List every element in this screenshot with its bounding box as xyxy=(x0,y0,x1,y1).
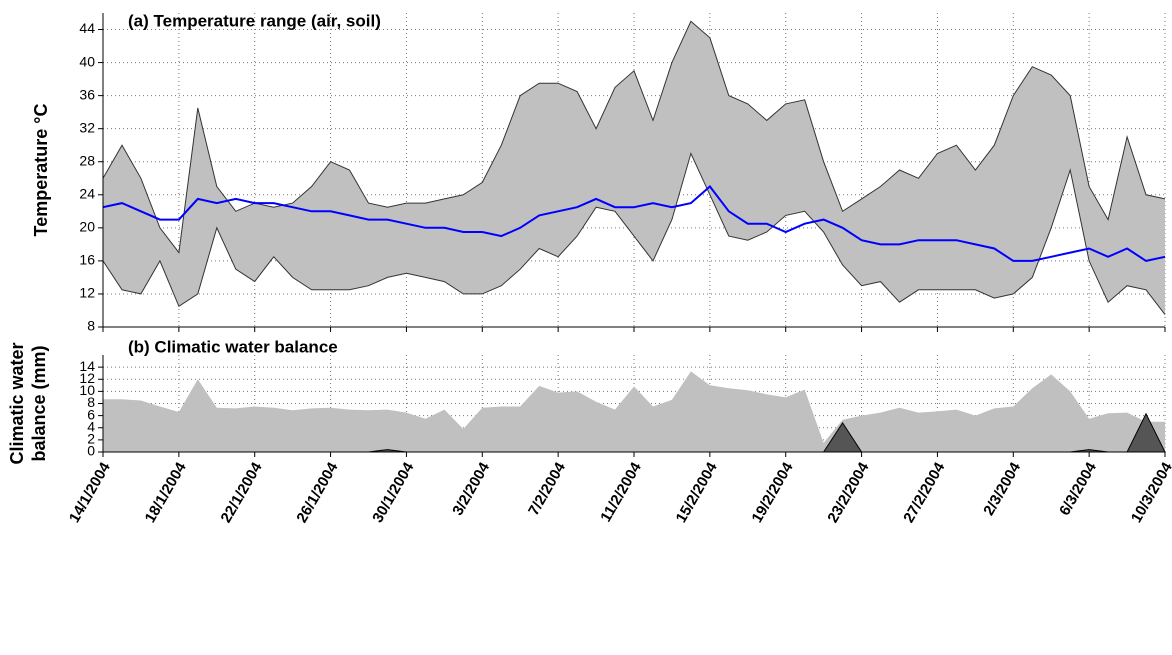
y-tick-label: 36 xyxy=(79,86,95,102)
y-tick-label: 12 xyxy=(79,370,95,386)
y-tick-label: 28 xyxy=(79,152,95,168)
y-tick-label: 2 xyxy=(87,431,95,447)
area xyxy=(103,371,1165,452)
band-upper-edge xyxy=(102,20,1166,254)
x-tick-label: 2/3/2004 xyxy=(980,459,1024,519)
y-tick-label: 32 xyxy=(79,119,95,135)
y-tick-label: 12 xyxy=(79,285,95,301)
x-tick-label: 15/2/2004 xyxy=(673,459,721,526)
y-tick-label: 8 xyxy=(87,394,95,410)
x-tick-label: 26/1/2004 xyxy=(293,459,341,526)
x-tick-label: 18/1/2004 xyxy=(142,459,190,526)
x-tick-label: 7/2/2004 xyxy=(525,459,569,519)
y-axis-label: Temperature °C xyxy=(31,104,51,237)
panel-title: (b) Climatic water balance xyxy=(128,337,338,356)
y-axis-label: balance (mm) xyxy=(29,345,49,461)
y-tick-label: 40 xyxy=(79,53,95,69)
temperature-band xyxy=(103,21,1165,315)
y-tick-label: 10 xyxy=(79,382,95,398)
x-tick-label: 14/1/2004 xyxy=(66,459,114,526)
y-axis-label: Climatic water xyxy=(7,342,27,464)
y-tick-label: 0 xyxy=(87,443,95,459)
x-tick-label: 11/2/2004 xyxy=(597,459,645,525)
band-lower-edge xyxy=(102,152,1166,315)
y-tick-label: 4 xyxy=(87,418,95,434)
y-tick-label: 20 xyxy=(79,219,95,235)
soil-line xyxy=(102,185,1166,262)
y-tick-label: 14 xyxy=(79,358,95,374)
y-tick-label: 8 xyxy=(87,318,95,334)
x-tick-label: 27/2/2004 xyxy=(900,459,948,526)
x-tick-label: 30/1/2004 xyxy=(369,459,417,526)
x-tick-label: 19/2/2004 xyxy=(749,459,797,526)
y-tick-label: 44 xyxy=(79,20,95,36)
y-tick-label: 16 xyxy=(79,252,95,268)
x-tick-label: 23/2/2004 xyxy=(824,459,872,526)
y-tick-label: 6 xyxy=(87,406,95,422)
y-tick-label: 24 xyxy=(79,185,95,201)
x-tick-label: 10/3/2004 xyxy=(1128,459,1172,526)
x-tick-label: 3/2/2004 xyxy=(449,459,493,519)
x-tick-label: 6/3/2004 xyxy=(1056,459,1100,519)
panel-title: (a) Temperature range (air, soil) xyxy=(128,11,381,30)
x-tick-label: 22/1/2004 xyxy=(218,459,266,526)
